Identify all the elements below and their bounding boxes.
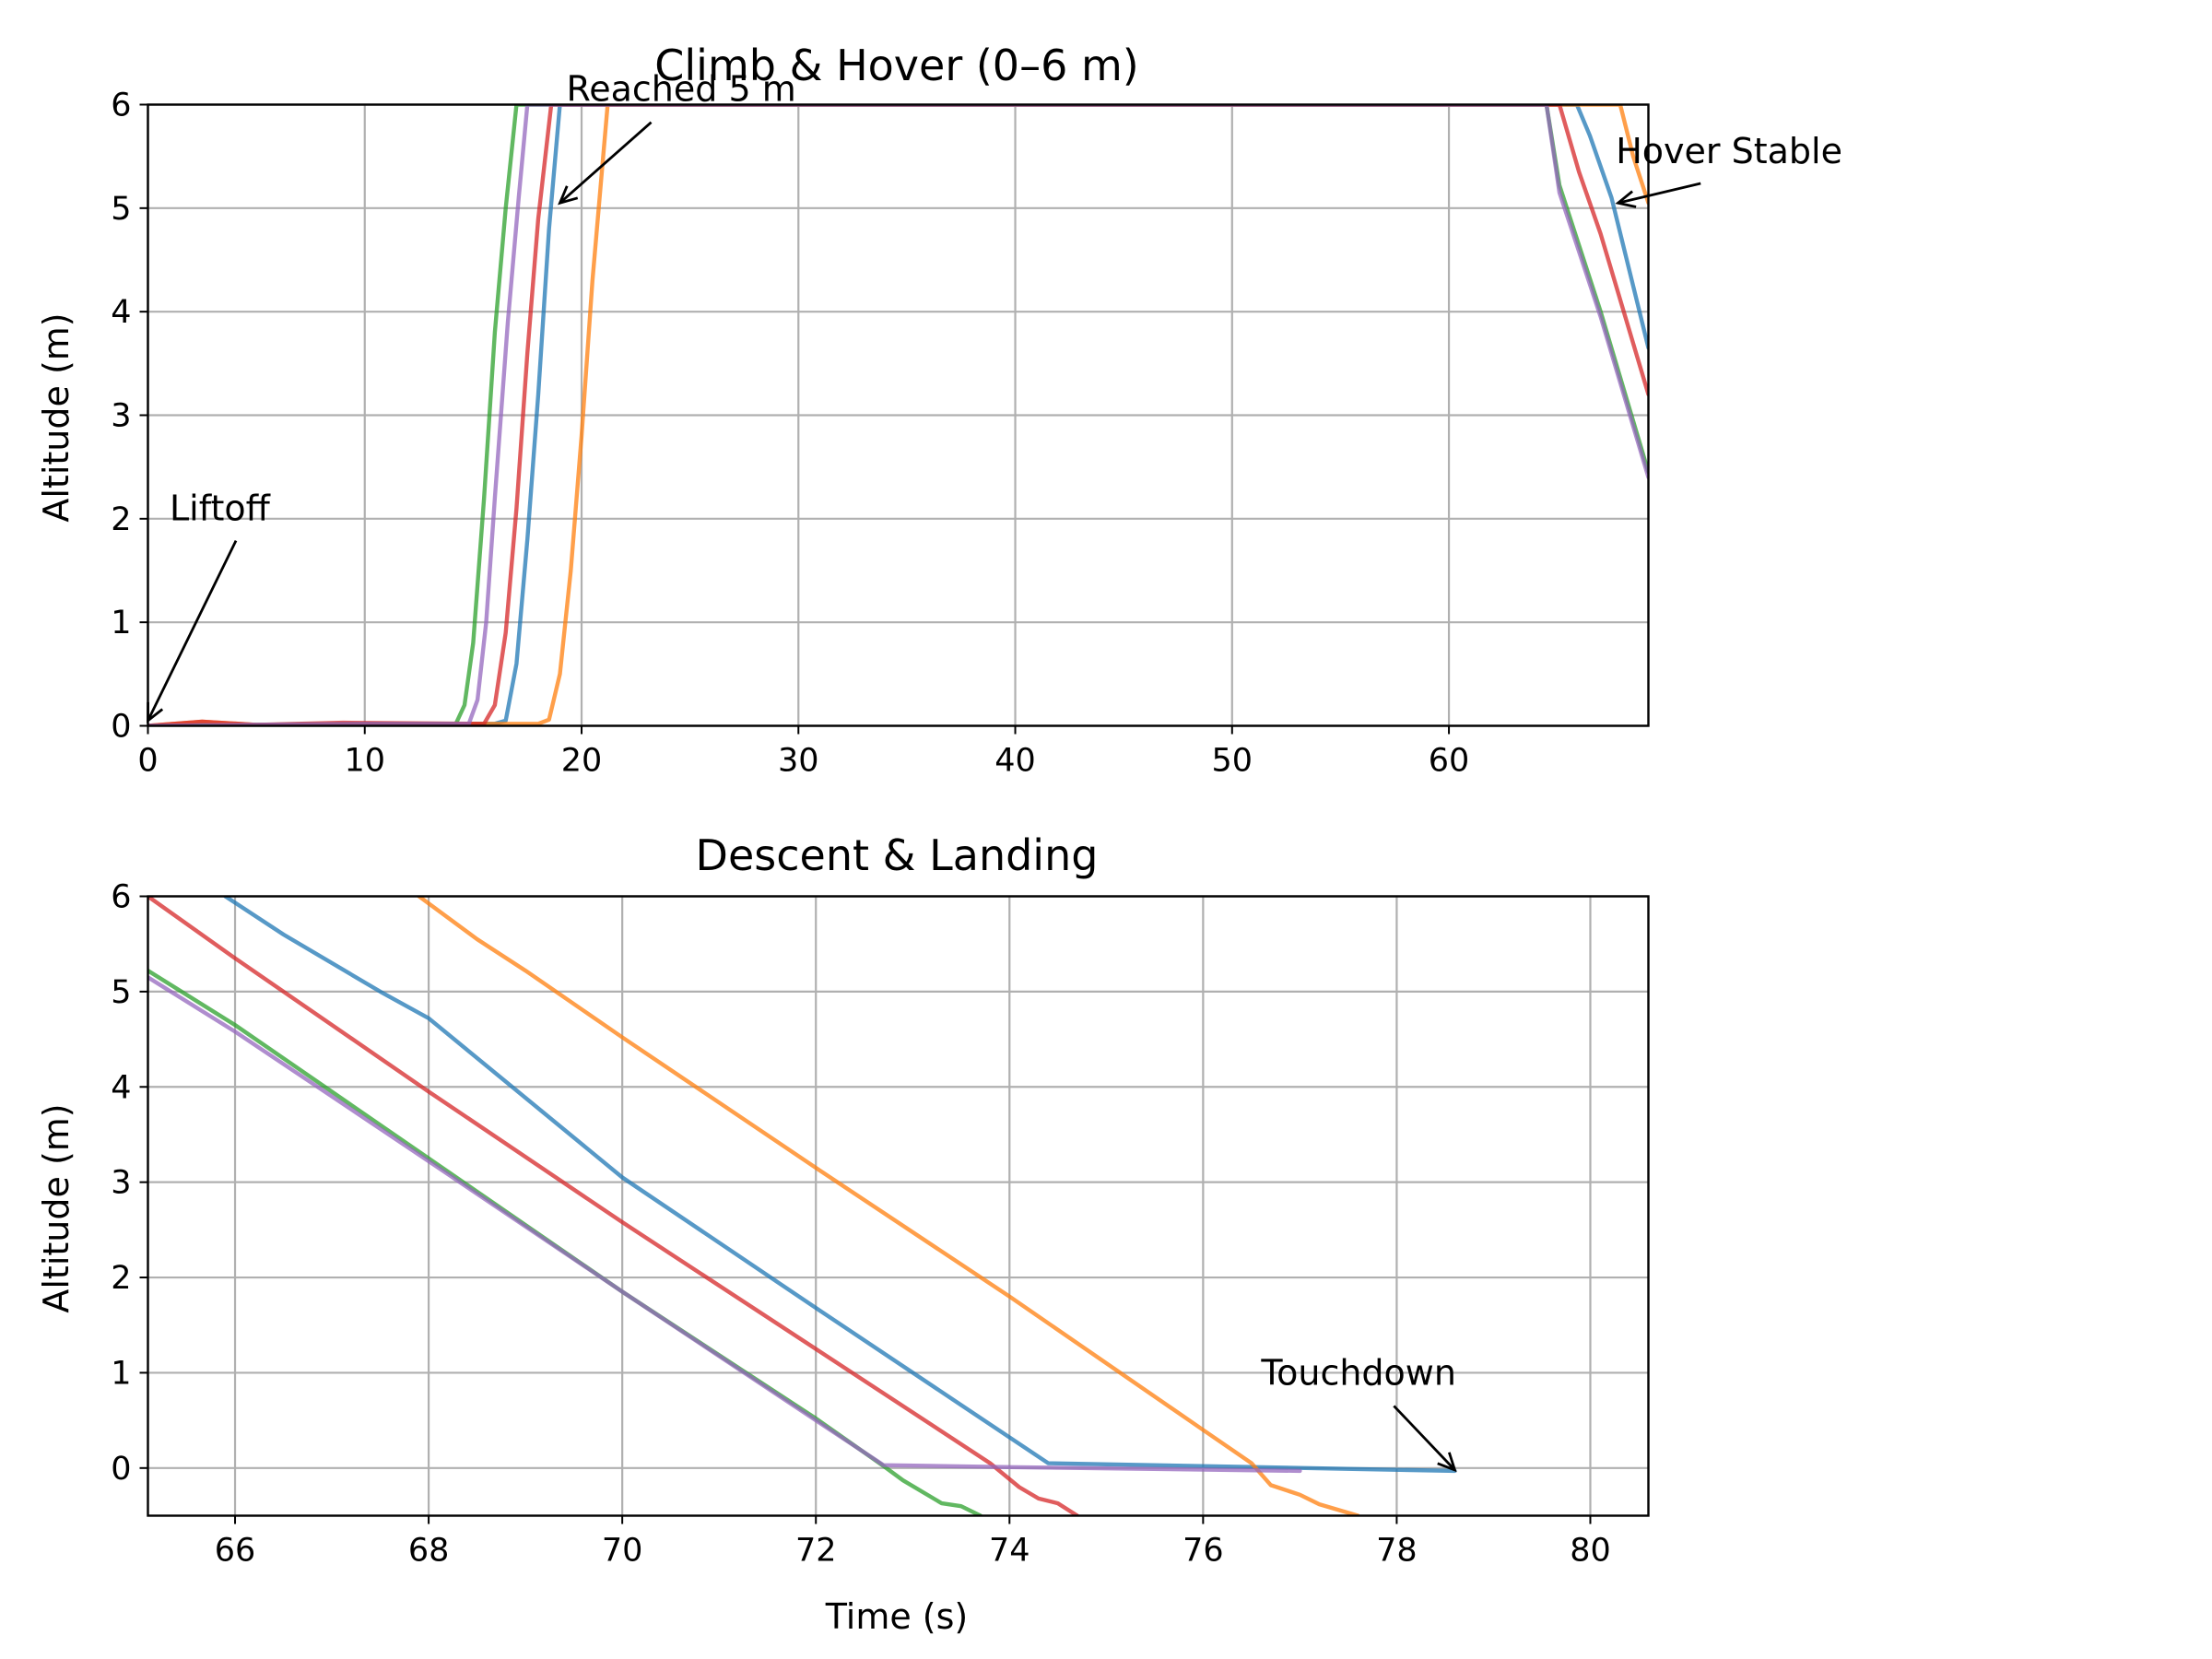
descent-landing-x-tick-label: 72 [795, 1533, 837, 1570]
descent-landing-plot-frame [147, 895, 1650, 1517]
climb-hover-y-tick-label: 2 [111, 501, 131, 538]
climb-hover-x-tick-label: 10 [344, 743, 385, 780]
descent-landing-y-tick-label: 2 [111, 1260, 131, 1297]
annotation-touchdown-label: Touchdown [1260, 1352, 1456, 1393]
descent-landing-y-tick-label: 5 [111, 974, 131, 1011]
descent-landing-x-tick-label: 80 [1570, 1533, 1611, 1570]
climb-hover-y-tick-label: 5 [111, 191, 131, 228]
descent-landing-x-tick-label: 68 [408, 1533, 450, 1570]
descent-landing-x-tick-label: 70 [602, 1533, 643, 1570]
descent-landing-y-tick-label: 1 [111, 1355, 131, 1392]
descent-landing-series-line-orange [417, 896, 1360, 1516]
climb-hover-series [147, 104, 1649, 726]
annotation-arrow [147, 539, 238, 722]
climb-hover-x-tick-label: 0 [137, 743, 158, 780]
annotation-reached-5-m-label: Reached 5 m [567, 69, 796, 110]
climb-hover-y-tick-label: 0 [111, 709, 131, 746]
climb-hover-subplot: Climb & Hover (0–6 m) Altitude (m) 0 10 20… [36, 41, 1842, 780]
annotation-arrow [559, 121, 653, 205]
climb-hover-annotations: Liftoff Reached 5 m Hover Stable [147, 69, 1842, 724]
climb-hover-x-tick-label: 20 [561, 743, 603, 780]
climb-hover-x-tick-label: 40 [994, 743, 1036, 780]
annotation-arrowhead [147, 701, 164, 724]
descent-landing-x-axis-label: Time (s) [825, 1596, 969, 1637]
descent-landing-series-line-blue [223, 896, 1457, 1474]
descent-landing-x-tick-label: 66 [215, 1533, 256, 1570]
descent-landing-y-tick-label: 3 [111, 1165, 131, 1202]
climb-hover-y-axis-label: Altitude (m) [36, 312, 76, 522]
descent-landing-y-axis-label: Altitude (m) [36, 1103, 76, 1312]
descent-landing-annotations: Touchdown [1260, 1352, 1457, 1473]
descent-landing-subplot: Descent & Landing Altitude (m) Time (s) … [36, 830, 1650, 1637]
descent-landing-series [147, 896, 1457, 1516]
descent-landing-y-tick-label: 0 [111, 1451, 131, 1488]
annotation-arrow [1618, 182, 1701, 205]
climb-hover-title: Climb & Hover (0–6 m) [654, 41, 1138, 90]
climb-hover-y-tick-label: 3 [111, 398, 131, 435]
descent-landing-x-tick-label: 74 [989, 1533, 1030, 1570]
annotation-arrowhead [1615, 190, 1637, 208]
climb-hover-ticks: 0 10 20 30 40 50 60 0 1 2 3 4 5 6 [111, 88, 1469, 780]
descent-landing-x-tick-label: 76 [1182, 1533, 1224, 1570]
annotation-hover-stable-label: Hover Stable [1616, 131, 1842, 171]
climb-hover-y-tick-label: 6 [111, 88, 131, 124]
annotation-arrowhead [558, 185, 579, 206]
descent-landing-series-line-red [147, 896, 1079, 1516]
annotation-arrowhead [1437, 1452, 1457, 1473]
climb-hover-x-tick-label: 60 [1429, 743, 1470, 780]
climb-hover-series-line-purple [147, 104, 1649, 726]
annotation-liftoff-label: Liftoff [170, 488, 271, 529]
descent-landing-ticks: 66 68 70 72 74 76 78 80 0 1 2 3 4 5 6 [111, 879, 1611, 1570]
climb-hover-y-tick-label: 4 [111, 294, 131, 331]
descent-landing-y-tick-label: 6 [111, 879, 131, 916]
climb-hover-y-tick-label: 1 [111, 605, 131, 641]
annotation-arrow [1393, 1405, 1456, 1471]
descent-landing-series-line-purple [147, 975, 1302, 1474]
climb-hover-x-tick-label: 30 [778, 743, 819, 780]
climb-hover-x-tick-label: 50 [1212, 743, 1253, 780]
descent-landing-y-tick-label: 4 [111, 1069, 131, 1106]
descent-landing-title: Descent & Landing [696, 830, 1099, 880]
descent-landing-x-tick-label: 78 [1376, 1533, 1418, 1570]
